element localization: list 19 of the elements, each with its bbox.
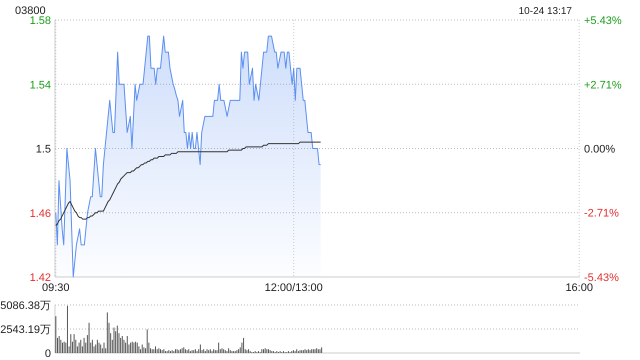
y-tick-label: 0 [44,348,51,360]
text: 10-24 13:17 [518,6,572,17]
y-tick-label: 1.54 [30,79,51,92]
y2-tick-label: +5.43% [584,15,622,27]
y-tick-label: 5086.38万 [0,300,51,312]
x-tick-label: 12:00/13:00 [264,282,323,294]
y2-tick-label: -5.43% [584,272,620,284]
chart-title: 03800 [15,5,46,17]
x-tick-label: 16:00 [565,282,593,294]
y2-tick-label: -2.71% [584,208,620,220]
x-tick-label: 09:30 [42,282,70,294]
line-series [55,142,322,226]
y-tick-label: 1.58 [30,15,51,27]
y2-tick-label: +2.71% [584,79,622,92]
y-tick-label: 1.5 [36,144,51,156]
y-tick-label: 1.42 [30,272,51,284]
y2-tick-label: 0.00% [584,144,616,156]
y-tick-label: 1.46 [30,208,51,220]
y-tick-label: 2543.19万 [0,324,51,336]
